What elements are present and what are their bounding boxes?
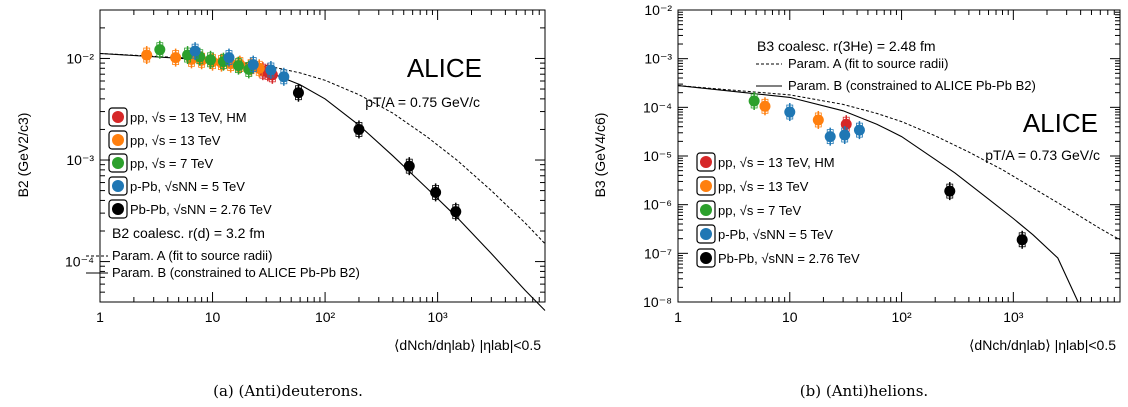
y-tick-label: 10⁻⁴ [65, 254, 94, 270]
legend-marker-box [696, 152, 716, 172]
data-point [170, 52, 182, 64]
data-point [247, 59, 259, 71]
data-point [223, 52, 235, 64]
legend-label: pp, √s = 13 TeV, HM [130, 110, 247, 125]
y-tick-label: 10⁻⁸ [643, 294, 672, 310]
legend-marker [700, 228, 712, 240]
x-tick-label: 10³ [1003, 309, 1024, 325]
coalescence-label: B3 coalesc. r(3He) = 2.48 fm [757, 38, 936, 54]
param-b-label: Param. B (constrained to ALICE Pb-Pb B2) [112, 265, 360, 280]
data-point [232, 60, 244, 72]
x-tick-label: 10² [315, 309, 336, 325]
legend-marker [700, 204, 712, 216]
data-point [839, 129, 851, 141]
x-tick-label: 10 [782, 309, 798, 325]
legend-marker [700, 252, 712, 264]
data-point [278, 71, 290, 83]
legend-marker [112, 111, 124, 123]
data-point [353, 123, 365, 135]
y-tick-label: 10⁻⁴ [643, 99, 672, 115]
y-axis-label: B2 (GeV2/c3) [15, 113, 31, 198]
legend-marker-box [108, 176, 128, 196]
param-a-curve [677, 85, 1121, 241]
figure-caption: (a) (Anti)deuterons. [213, 382, 363, 400]
data-point [759, 100, 771, 112]
x-tick-label: 1 [96, 309, 104, 325]
legend-label: pp, √s = 13 TeV [130, 133, 221, 148]
x-axis-label: ⟨dNch/dηlab⟩ |ηlab|<0.5 [969, 337, 1116, 353]
legend-label: pp, √s = 13 TeV, HM [718, 155, 835, 170]
data-point [812, 114, 824, 126]
legend-marker-box [696, 248, 716, 268]
chart-1: 1 10 10² 10³ 10⁻⁴ 10⁻³ 10⁻² B2 (GeV2/c3) ⟨dNch/d… [15, 9, 546, 400]
data-point [403, 160, 415, 172]
y-tick-label: 10⁻⁷ [644, 245, 672, 261]
legend-marker [112, 203, 124, 215]
legend-marker [112, 180, 124, 192]
x-tick-label: 10² [891, 309, 912, 325]
param-b-curve [677, 85, 1079, 303]
y-tick-label: 10⁻² [66, 50, 94, 66]
alice-label: ALICE [407, 53, 482, 83]
data-point [748, 95, 760, 107]
y-tick-label: 10⁻⁵ [643, 148, 672, 164]
data-point [840, 118, 852, 130]
legend-marker-box [108, 130, 128, 150]
coalescence-label: B2 coalesc. r(d) = 3.2 fm [112, 225, 265, 241]
y-tick-label: 10⁻³ [644, 51, 672, 67]
data-point [265, 64, 277, 76]
data-point [141, 49, 153, 61]
legend-marker-box [696, 224, 716, 244]
alice-label: ALICE [1023, 108, 1098, 138]
legend-marker-box [696, 200, 716, 220]
data-point [450, 206, 462, 218]
plot-frame [99, 9, 546, 303]
data-point [154, 44, 166, 56]
x-tick-label: 10 [205, 309, 221, 325]
param-a-label: Param. A (fit to source radii) [112, 248, 272, 263]
legend-marker [112, 157, 124, 169]
legend-marker-box [696, 176, 716, 196]
data-point [189, 45, 201, 57]
legend-label: Pb-Pb, √sNN = 2.76 TeV [130, 202, 272, 217]
y-tick-label: 10⁻³ [66, 152, 94, 168]
data-point [1016, 234, 1028, 246]
legend-marker-box [108, 153, 128, 173]
data-point [824, 131, 836, 143]
legend-label: pp, √s = 7 TeV [718, 203, 801, 218]
data-point [853, 124, 865, 136]
legend-label: p-Pb, √sNN = 5 TeV [718, 227, 833, 242]
legend-marker [700, 156, 712, 168]
data-point [292, 87, 304, 99]
kinematics-label: pT/A = 0.73 GeV/c [985, 147, 1100, 163]
param-a-label: Param. A (fit to source radii) [788, 56, 948, 71]
y-axis-label: B3 (GeV4/c6) [592, 113, 608, 198]
legend-marker-box [108, 107, 128, 127]
data-point [205, 54, 217, 66]
chart-2: 1 10 10² 10³ 10⁻⁸ 10⁻⁷ 10⁻⁶ 10⁻⁵ 10⁻⁴ 10⁻³ 10⁻² B3 … [592, 2, 1121, 400]
param-b-label: Param. B (constrained to ALICE Pb-Pb B2) [788, 78, 1036, 93]
x-tick-label: 10³ [427, 309, 448, 325]
legend-marker [112, 134, 124, 146]
legend-marker [700, 180, 712, 192]
data-point [430, 186, 442, 198]
data-point [944, 185, 956, 197]
legend-label: Pb-Pb, √sNN = 2.76 TeV [718, 251, 860, 266]
y-tick-label: 10⁻⁶ [643, 197, 672, 213]
legend-label: p-Pb, √sNN = 5 TeV [130, 179, 245, 194]
data-point [784, 106, 796, 118]
legend-label: pp, √s = 7 TeV [130, 156, 213, 171]
figure-caption: (b) (Anti)helions. [800, 382, 928, 400]
x-axis-label: ⟨dNch/dηlab⟩ |ηlab|<0.5 [394, 337, 541, 353]
y-tick-label: 10⁻² [644, 2, 672, 18]
legend-label: pp, √s = 13 TeV [718, 179, 809, 194]
kinematics-label: pT/A = 0.75 GeV/c [365, 94, 480, 110]
x-tick-label: 1 [674, 309, 682, 325]
legend-marker-box [108, 199, 128, 219]
